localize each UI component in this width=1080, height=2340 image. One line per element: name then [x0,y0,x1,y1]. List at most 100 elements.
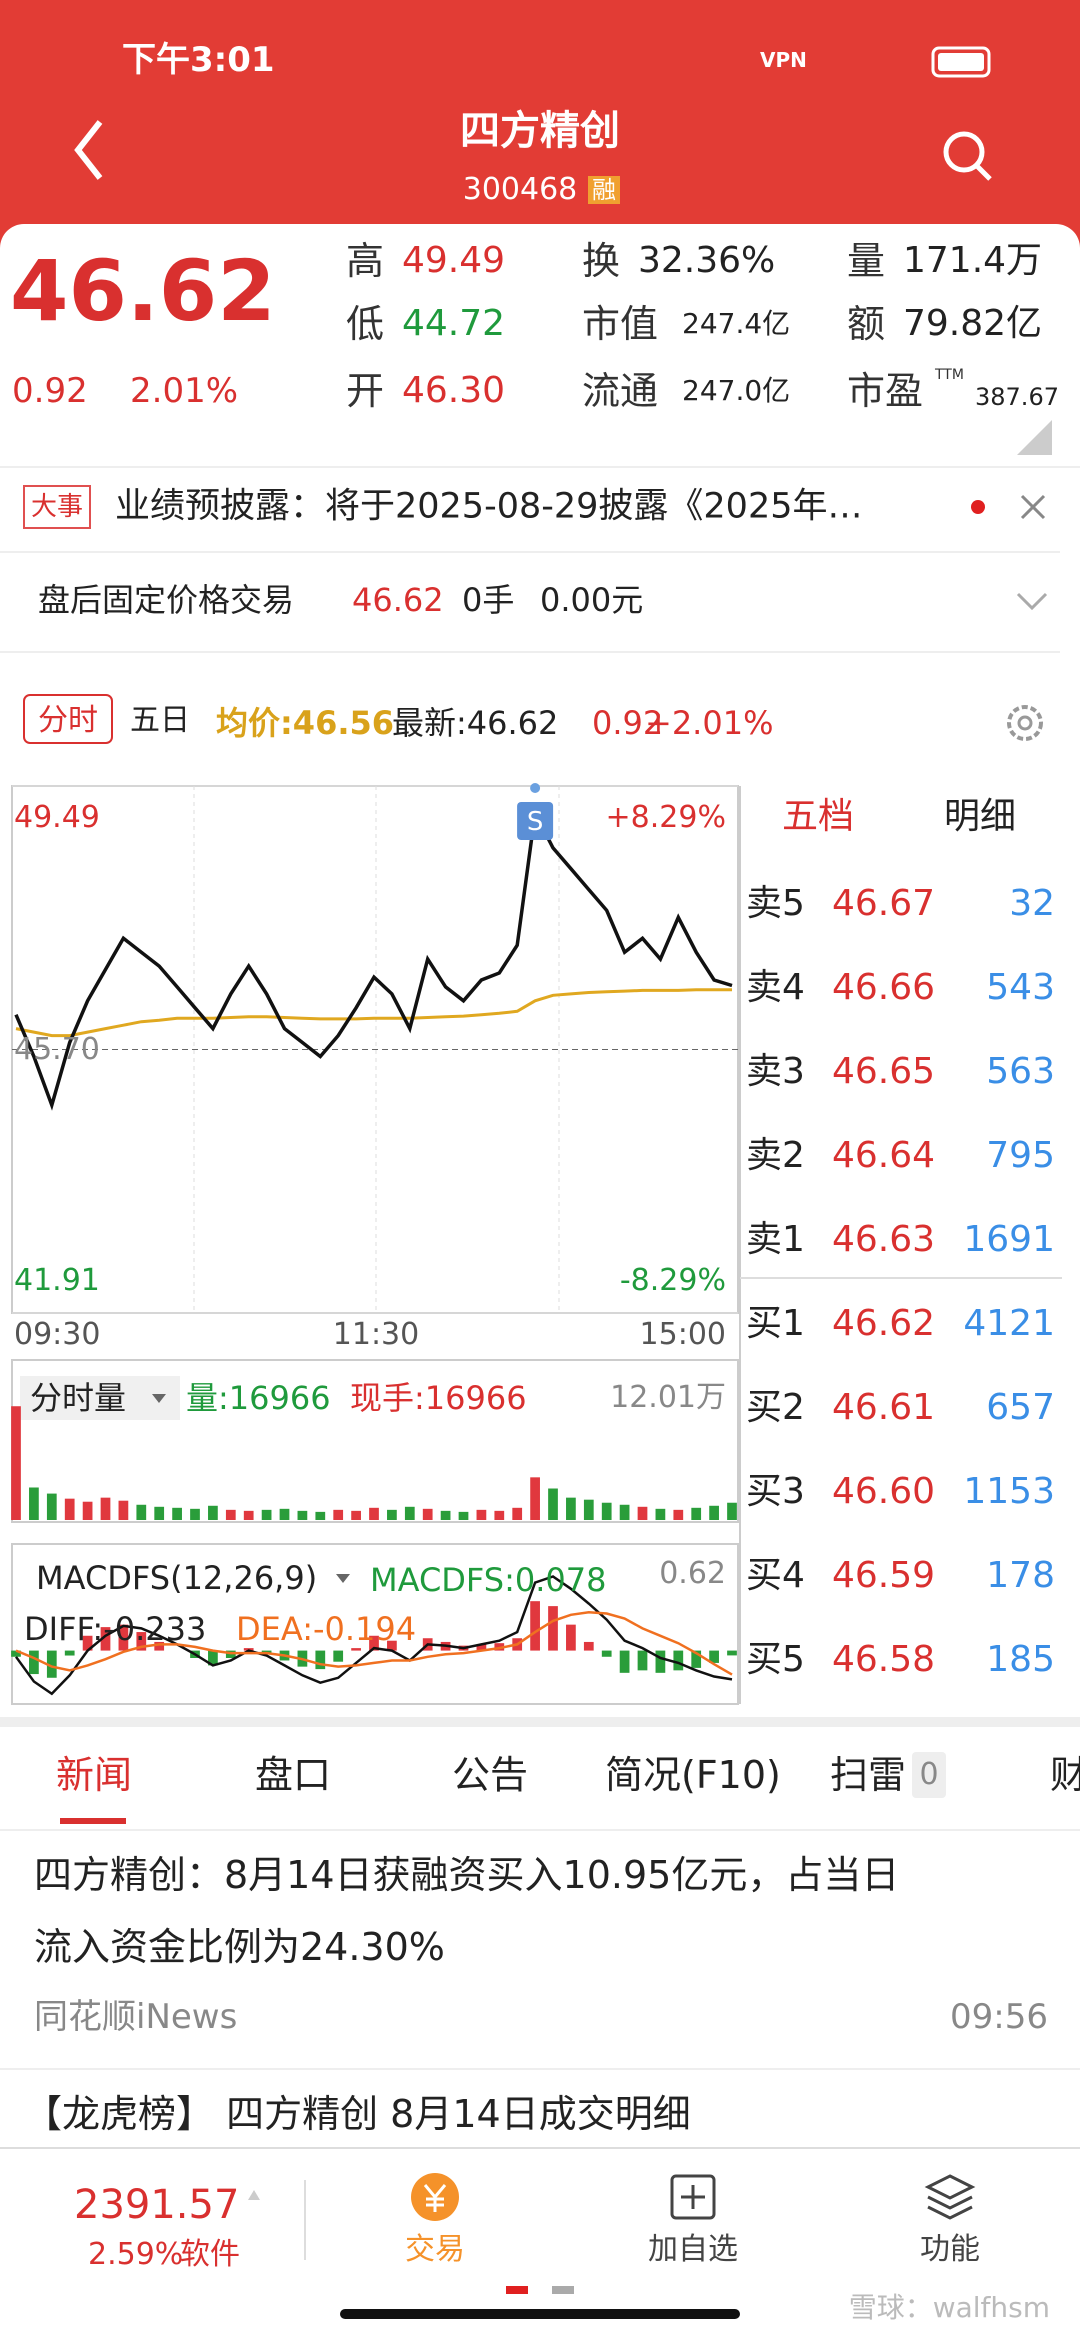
book-price: 46.66 [832,967,936,1008]
macd-bar [691,1650,702,1668]
event-badge-text: 大事 [30,492,84,522]
latest-change-pct: +2.01% [645,704,774,742]
news-tab[interactable]: 简况(F10) [605,1753,781,1797]
book-price: 46.65 [832,1051,936,1092]
quote-card [0,224,1080,524]
news-tab[interactable]: 公告 [452,1753,529,1797]
stat-value: 171.4万 [903,240,1043,281]
y-tick-label: 12.01万 [610,1380,726,1415]
avg-price: 均价:46.56 [216,704,395,742]
action-label[interactable]: 加自选 [648,2232,738,2267]
macd-bar [673,1650,684,1671]
macd-bar [333,1650,344,1662]
book-volume: 543 [986,967,1055,1008]
back-button[interactable] [74,120,103,180]
action-label[interactable]: 交易 [405,2232,465,2267]
book-price: 46.62 [832,1303,936,1344]
book-side: 卖4 [746,967,805,1008]
volume-bar [655,1508,666,1520]
volume-bar [548,1488,558,1520]
y-tick-label: 41.91 [14,1263,100,1298]
volume-bar [225,1509,236,1520]
stat-label: 流通 [582,369,659,413]
stat-label: 额 [847,302,886,346]
news-tab[interactable]: 扫雷 [830,1753,907,1797]
marker-dot [530,783,541,793]
trade-icon[interactable] [411,2173,459,2221]
index-value[interactable]: 2391.57 [74,2182,240,2228]
event-text[interactable]: 业绩预披露：将于2025-08-29披露《2025年… [115,486,863,527]
volume-bar [64,1498,75,1520]
close-button[interactable] [1020,494,1046,520]
macd-bar [548,1606,558,1651]
stat-value: 247.0亿 [682,374,791,407]
volume-bar [637,1506,648,1520]
menu-icon[interactable] [924,2174,976,2220]
volume-title[interactable]: 分时量 [30,1379,127,1417]
y-tick-label: 45.70 [14,1031,100,1067]
page-dot [552,2286,574,2294]
stat-value: 46.30 [402,370,506,411]
book-tab[interactable]: 明细 [943,796,1017,837]
after-hours-amount: 0.00元 [540,581,644,619]
book-side: 卖1 [746,1219,805,1260]
chart-tab[interactable]: 五日 [130,703,190,738]
chart-tab[interactable]: 分时 [38,703,98,738]
volume-selector[interactable] [20,1376,180,1420]
news-source: 同花顺iNews [34,1997,238,2037]
book-side: 买2 [746,1387,805,1428]
volume-bar [118,1500,129,1520]
volume-bar [440,1510,451,1520]
battery [931,46,991,78]
expand-button[interactable] [1016,592,1048,611]
price-line [15,988,732,1038]
news-headline[interactable]: 【龙虎榜】 四方精创 8月14日成交明细 [24,2092,691,2136]
volume-bar [691,1507,702,1520]
stat-value: 79.82亿 [903,303,1043,344]
tab-badge-bg [912,1752,946,1798]
stat-value: 44.72 [402,303,506,344]
add-watch-icon[interactable] [670,2174,716,2220]
book-tab[interactable]: 五档 [781,796,855,837]
search-button[interactable] [943,131,992,181]
book-volume: 563 [986,1051,1055,1092]
macd-bar [566,1624,576,1651]
volume-bar [46,1493,57,1520]
macd-bar [315,1650,326,1670]
book-volume: 795 [986,1135,1055,1176]
page-dot [506,2286,528,2294]
unread-dot [971,500,985,514]
macd-bar [261,1650,272,1654]
volume-bar [422,1508,433,1520]
macd-legend: MACDFS:0.078 [370,1561,607,1599]
settings-button[interactable] [1007,705,1043,741]
volume-bar [404,1506,415,1520]
volume-bar [100,1497,111,1520]
volume-bar [243,1510,254,1520]
volume-bar [315,1511,326,1520]
book-volume: 1153 [963,1471,1055,1512]
news-headline[interactable]: 四方精创：8月14日获融资买入10.95亿元，占当日 [34,1853,900,1897]
volume-bar [494,1510,505,1520]
volume-bar [709,1505,719,1520]
stat-sup: TTM [935,367,964,383]
macd-title[interactable]: MACDFS(12,26,9) [36,1559,318,1597]
action-label[interactable]: 功能 [920,2232,980,2267]
home-indicator [340,2309,740,2319]
book-side: 买5 [746,1639,805,1680]
volume-bar [512,1507,523,1520]
stat-value: 247.4亿 [682,307,791,340]
stat-label: 高 [346,239,385,283]
macd-bar [11,1650,21,1657]
news-tab[interactable]: 新闻 [56,1753,133,1797]
news-headline[interactable]: 流入资金比例为24.30% [34,1925,445,1969]
volume-bar [387,1509,397,1520]
tab-outline[interactable] [23,694,113,744]
stat-label: 开 [346,369,385,413]
news-tab[interactable]: 财 [1050,1753,1080,1797]
macd-bar [387,1640,397,1651]
news-tab[interactable]: 盘口 [255,1753,332,1797]
macd-bar [154,1641,165,1651]
after-hours-price: 46.62 [352,581,444,619]
volume-bar [29,1487,39,1520]
